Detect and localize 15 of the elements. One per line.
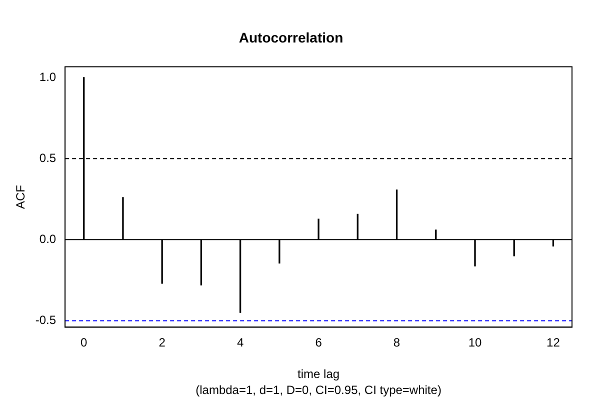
chart-title: Autocorrelation	[238, 29, 344, 46]
x-tick-label: 12	[546, 336, 560, 350]
text: (lambda=1, d=1, D=0, CI=0.95, CI type=white)	[196, 383, 442, 397]
x-tick-label: 0	[80, 336, 88, 350]
x-tick-label: 8	[393, 336, 400, 350]
y-tick-label: 0.5	[39, 150, 56, 165]
y-tick-label: 0.0	[39, 232, 56, 246]
x-tick-label: 4	[236, 336, 244, 350]
y-tick-label: 1.0	[39, 70, 56, 84]
x-tick-label: 6	[315, 336, 322, 350]
x-tick-label: 2	[158, 336, 166, 350]
x-axis-title: time lag	[298, 367, 340, 382]
y-tick-label: -0.5	[35, 313, 56, 328]
y-axis-title: ACF	[14, 185, 28, 209]
x-tick-label: 10	[468, 336, 482, 350]
